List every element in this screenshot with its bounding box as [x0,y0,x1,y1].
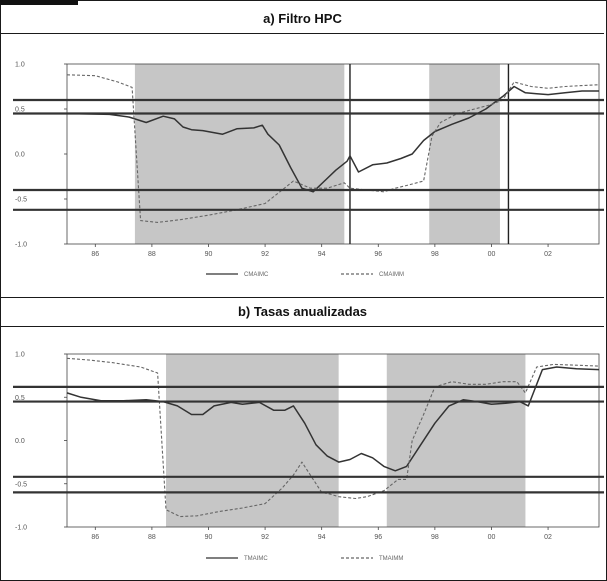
chart-1-x-tick-label-7: 00 [488,534,496,541]
chart-0-y-tick-label-1: 0.5 [15,107,25,114]
chart-0-series-CMAIMM [66,74,600,223]
corner-tab [0,0,78,5]
chart-0-shaded-band-1 [429,64,500,244]
chart-1-series-TMAIMM [66,357,600,518]
chart-0-y-tick-label-2: 0.0 [15,152,25,159]
chart-b: 1.0 0.5 0.0 -0.5 -1.0 86 88 90 92 94 96 98 00 02 TMAIM… [13,352,604,562]
chart-0-y-tick-label-3: -0.5 [15,197,27,204]
panel-b-title: b) Tasas anualizadas [1,298,604,327]
chart-1-y-tick-label-3: -0.5 [15,481,27,488]
chart-0-x-tick-label-8: 02 [544,251,552,258]
chart-0-x-tick-label-1: 88 [148,251,156,258]
chart-0-x-tick-label-2: 90 [205,251,213,258]
chart-1-legend-label-1: TMAIMM [379,556,403,562]
chart-0-x-tick-label-5: 96 [374,251,382,258]
chart-0-x-tick-label-3: 92 [261,251,269,258]
chart-1-x-tick-label-2: 90 [205,534,213,541]
chart-1-y-tick-label-0: 1.0 [15,352,25,359]
chart-0-y-tick-label-4: -1.0 [15,242,27,249]
chart-0-x-tick-label-0: 86 [91,251,99,258]
chart-1-x-tick-label-3: 92 [261,534,269,541]
chart-0-legend-label-0: CMAIMC [244,272,269,278]
chart-0-legend-label-1: CMAIMM [379,272,404,278]
chart-1-legend-label-0: TMAIMC [244,556,268,562]
panel-b: b) Tasas anualizadas 1.0 0.5 0.0 -0.5 -1.0 86… [1,297,604,580]
chart-a: 1.0 0.5 0.0 -0.5 -1.0 86 88 90 92 94 96 98 00 02 CMAIM… [13,62,604,278]
chart-1-y-tick-label-4: -1.0 [15,525,27,532]
chart-1-shaded-band-1 [386,354,526,527]
chart-1-x-tick-label-0: 86 [91,534,99,541]
chart-1-x-tick-label-4: 94 [318,534,326,541]
chart-1-x-tick-label-8: 02 [544,534,552,541]
chart-1-series-TMAIMC [66,366,600,472]
chart-0-shaded-band-0 [134,64,345,244]
chart-0-y-tick-label-0: 1.0 [15,62,25,69]
chart-1-y-tick-label-2: 0.0 [15,438,25,445]
chart-1-x-tick-label-6: 98 [431,534,439,541]
chart-1-x-tick-label-1: 88 [148,534,156,541]
chart-0-x-tick-label-6: 98 [431,251,439,258]
chart-1-y-tick-label-1: 0.5 [15,395,25,402]
chart-1-x-tick-label-5: 96 [374,534,382,541]
chart-0-x-tick-label-7: 00 [488,251,496,258]
panel-a-title: a) Filtro HPC [1,5,604,34]
chart-0-x-tick-label-4: 94 [318,251,326,258]
panel-a: a) Filtro HPC 1.0 0.5 0.0 -0.5 -1.0 86 88 90 92 9… [1,5,604,296]
chart-1-shaded-band-0 [166,354,339,527]
